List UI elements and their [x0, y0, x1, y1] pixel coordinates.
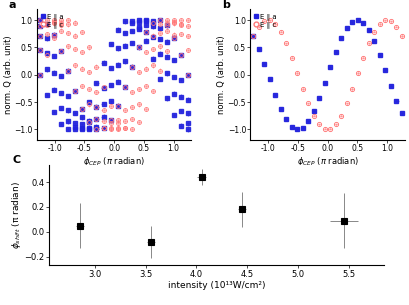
Y-axis label: norm. Q (arb. unit): norm. Q (arb. unit): [4, 35, 13, 114]
X-axis label: intensity (10¹³W/cm²): intensity (10¹³W/cm²): [168, 281, 265, 290]
Legend: E ∥ a, E ∥ c: E ∥ a, E ∥ c: [254, 13, 277, 29]
Legend: E ∥ a, E ∥ c: E ∥ a, E ∥ c: [40, 13, 64, 29]
X-axis label: $\phi_{CEP}$ ($\pi$ radian): $\phi_{CEP}$ ($\pi$ radian): [83, 155, 145, 168]
Y-axis label: norm. Q (arb. unit): norm. Q (arb. unit): [217, 35, 226, 114]
Text: b: b: [222, 0, 230, 10]
Text: C: C: [12, 155, 20, 165]
X-axis label: $\phi_{CEP}$ ($\pi$ radian): $\phi_{CEP}$ ($\pi$ radian): [297, 155, 359, 168]
Y-axis label: $\phi_{shift}$ (π radian): $\phi_{shift}$ (π radian): [10, 181, 23, 249]
Text: a: a: [9, 0, 16, 10]
